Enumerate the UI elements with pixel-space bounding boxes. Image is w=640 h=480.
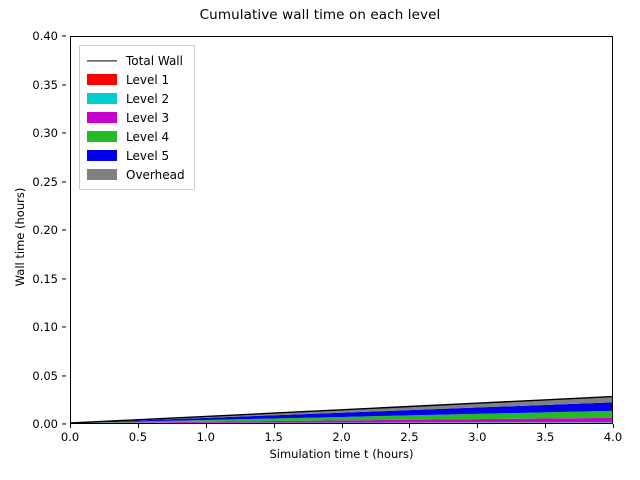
legend-item-level-1[interactable]: Level 1 bbox=[87, 70, 185, 89]
x-tick-label: 2.0 bbox=[332, 430, 351, 444]
legend-label: Level 2 bbox=[126, 91, 170, 106]
y-tick-mark bbox=[62, 277, 66, 280]
x-tick-mark bbox=[545, 424, 547, 428]
legend-line-swatch bbox=[87, 55, 117, 66]
x-tick-label: 4.0 bbox=[603, 430, 623, 444]
legend-color-swatch bbox=[87, 93, 117, 104]
y-axis-label: Wall time (hours) bbox=[13, 187, 27, 287]
x-tick-mark bbox=[205, 424, 207, 428]
x-tick-mark bbox=[477, 424, 479, 428]
y-tick-mark bbox=[62, 132, 66, 134]
x-tick-mark bbox=[70, 424, 72, 428]
y-tick-label: 0.20 bbox=[32, 223, 58, 237]
y-tick-mark bbox=[62, 229, 66, 231]
y-tick-label: 0.35 bbox=[32, 77, 58, 92]
legend-color-swatch bbox=[87, 112, 117, 123]
legend-color-swatch bbox=[87, 169, 117, 180]
x-tick-label: 3.0 bbox=[468, 430, 487, 444]
legend-color-swatch bbox=[87, 150, 117, 161]
plot-area bbox=[71, 37, 612, 423]
legend-item-level-2[interactable]: Level 2 bbox=[87, 89, 185, 108]
x-tick-label: 2.5 bbox=[400, 430, 419, 444]
x-tick-label: 0.5 bbox=[128, 430, 148, 444]
legend-label: Overhead bbox=[126, 167, 185, 182]
legend-label: Level 3 bbox=[126, 110, 170, 125]
legend-item-level-4[interactable]: Level 4 bbox=[87, 127, 185, 146]
y-tick-mark bbox=[62, 326, 66, 328]
y-tick-label: 0.40 bbox=[32, 29, 58, 43]
legend-color-swatch bbox=[87, 131, 117, 142]
y-tick-label: 0.15 bbox=[32, 271, 58, 286]
y-tick-mark bbox=[62, 83, 66, 86]
x-tick-label: 1.5 bbox=[264, 430, 283, 444]
legend-label: Total Wall bbox=[126, 53, 183, 68]
legend-label: Level 5 bbox=[126, 148, 170, 163]
x-tick-mark bbox=[273, 424, 275, 428]
chart-title: Cumulative wall time on each level bbox=[199, 7, 441, 23]
legend-label: Level 1 bbox=[126, 72, 170, 87]
plot-frame bbox=[70, 36, 613, 424]
x-tick-mark bbox=[341, 424, 343, 428]
y-tick-label: 0.25 bbox=[32, 174, 58, 189]
y-tick-mark bbox=[62, 374, 66, 377]
x-axis-label: Simulation time t (hours) bbox=[269, 447, 414, 461]
y-tick-label: 0.00 bbox=[32, 417, 58, 431]
chart-legend: Total Wall Level 1 Level 2 Level 3 Level 4 Le… bbox=[79, 45, 195, 190]
legend-item-level-3[interactable]: Level 3 bbox=[87, 108, 185, 127]
area-band-level-2 bbox=[71, 422, 612, 423]
y-tick-label: 0.10 bbox=[32, 320, 58, 334]
stacked-area-plot bbox=[71, 37, 612, 423]
x-tick-label: 0.0 bbox=[60, 430, 80, 444]
x-tick-label: 1.0 bbox=[196, 430, 215, 444]
legend-label: Level 4 bbox=[126, 129, 170, 144]
legend-color-swatch bbox=[87, 74, 117, 85]
x-tick-label: 3.5 bbox=[535, 430, 555, 444]
y-tick-label: 0.30 bbox=[32, 126, 58, 140]
x-tick-mark bbox=[409, 424, 411, 428]
total-wall-line bbox=[71, 397, 612, 423]
legend-item-level-5[interactable]: Level 5 bbox=[87, 146, 185, 165]
legend-item-total-wall[interactable]: Total Wall bbox=[87, 51, 185, 70]
legend-item-overhead[interactable]: Overhead bbox=[87, 165, 185, 184]
y-tick-mark bbox=[62, 35, 66, 37]
y-tick-mark bbox=[62, 180, 66, 183]
x-tick-mark bbox=[613, 424, 615, 428]
y-tick-label: 0.05 bbox=[32, 368, 58, 383]
x-tick-mark bbox=[137, 424, 139, 428]
y-tick-mark bbox=[62, 423, 66, 425]
